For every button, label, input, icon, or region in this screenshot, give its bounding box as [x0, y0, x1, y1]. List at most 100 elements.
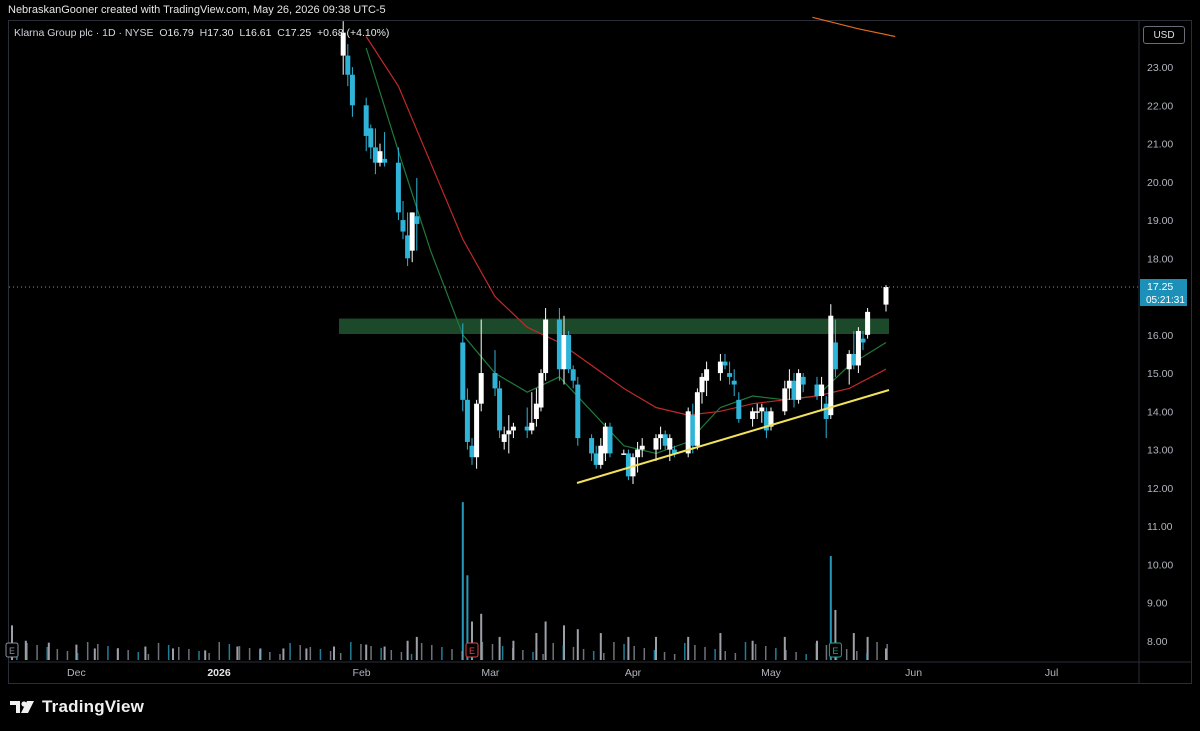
candle[interactable]: [750, 407, 756, 427]
candle[interactable]: [349, 67, 355, 117]
candle[interactable]: [345, 44, 351, 87]
candle[interactable]: [759, 403, 765, 423]
candle[interactable]: [671, 445, 677, 458]
candle[interactable]: [667, 434, 673, 462]
candle[interactable]: [828, 304, 834, 419]
candle[interactable]: [464, 388, 470, 450]
candle-body: [662, 434, 668, 446]
candle[interactable]: [814, 376, 820, 400]
candle[interactable]: [340, 21, 346, 75]
candle[interactable]: [653, 434, 659, 462]
candle[interactable]: [855, 327, 861, 374]
candle[interactable]: [819, 376, 825, 412]
candle[interactable]: [570, 365, 576, 389]
candle[interactable]: [474, 399, 480, 469]
candle[interactable]: [731, 369, 737, 397]
candle[interactable]: [363, 97, 369, 152]
candle[interactable]: [796, 369, 802, 404]
candle[interactable]: [865, 308, 871, 339]
candle[interactable]: [377, 143, 383, 167]
candle[interactable]: [575, 376, 581, 446]
candle[interactable]: [851, 331, 857, 370]
candle[interactable]: [368, 124, 374, 159]
candle[interactable]: [602, 422, 608, 462]
candle[interactable]: [662, 430, 668, 450]
candle[interactable]: [782, 380, 788, 416]
candle[interactable]: [621, 449, 627, 455]
candle[interactable]: [372, 128, 378, 175]
candle[interactable]: [414, 178, 420, 251]
candle[interactable]: [694, 388, 700, 450]
candle[interactable]: [497, 380, 503, 439]
tradingview-logo[interactable]: TradingView: [10, 697, 144, 717]
candle[interactable]: [382, 132, 388, 167]
candle[interactable]: [727, 361, 733, 385]
candle[interactable]: [598, 438, 604, 469]
candle[interactable]: [478, 319, 484, 412]
candle[interactable]: [409, 212, 415, 263]
candle[interactable]: [524, 407, 530, 439]
candle[interactable]: [501, 426, 507, 450]
earnings-marker-box: [828, 642, 842, 658]
candle[interactable]: [593, 445, 599, 469]
moving-average-line-2[interactable]: [365, 36, 887, 416]
candle[interactable]: [786, 369, 792, 400]
candle[interactable]: [635, 441, 641, 473]
candle[interactable]: [625, 449, 631, 481]
candle[interactable]: [607, 422, 613, 458]
price-tick-label: 8.00: [1147, 636, 1168, 648]
candle[interactable]: [529, 392, 535, 435]
candle-body: [883, 287, 889, 305]
candle[interactable]: [763, 407, 769, 439]
candle[interactable]: [768, 407, 774, 431]
currency-button[interactable]: USD: [1143, 26, 1185, 44]
candle[interactable]: [589, 434, 595, 462]
candle[interactable]: [469, 438, 475, 465]
candle[interactable]: [510, 422, 516, 439]
candle-body: [607, 426, 613, 454]
candle[interactable]: [754, 403, 760, 419]
candle[interactable]: [717, 353, 723, 381]
candle[interactable]: [658, 426, 664, 450]
candle[interactable]: [704, 361, 710, 397]
candle[interactable]: [561, 315, 567, 385]
candle[interactable]: [395, 147, 401, 221]
support-trendline[interactable]: [576, 389, 890, 484]
candle[interactable]: [860, 331, 866, 351]
candle[interactable]: [639, 438, 645, 458]
resistance-zone[interactable]: [339, 318, 889, 334]
candle[interactable]: [883, 285, 889, 312]
candle[interactable]: [533, 388, 539, 427]
candle[interactable]: [405, 212, 411, 266]
candle[interactable]: [791, 373, 797, 408]
price-tick-label: 16.00: [1147, 330, 1173, 342]
candle[interactable]: [492, 350, 498, 397]
candle[interactable]: [556, 308, 562, 381]
earnings-marker-2[interactable]: E: [465, 642, 479, 658]
earnings-marker-3[interactable]: E: [828, 642, 842, 658]
candle-body: [566, 334, 572, 370]
candle[interactable]: [699, 373, 705, 404]
candle[interactable]: [506, 415, 512, 454]
candle[interactable]: [832, 319, 838, 377]
candle[interactable]: [690, 403, 696, 454]
candle[interactable]: [460, 323, 466, 412]
moving-average-line-3[interactable]: [812, 16, 896, 38]
candle[interactable]: [543, 308, 549, 381]
candle[interactable]: [823, 396, 829, 439]
candle[interactable]: [538, 369, 544, 412]
candle[interactable]: [722, 353, 728, 370]
moving-average-line-1[interactable]: [365, 47, 887, 455]
candle[interactable]: [400, 200, 406, 240]
volume-bar: [825, 645, 828, 660]
candle[interactable]: [846, 350, 852, 385]
candle[interactable]: [736, 392, 742, 423]
chart-frame[interactable]: [8, 20, 1192, 684]
candle[interactable]: [800, 373, 806, 393]
volume-bar: [137, 652, 140, 660]
candle[interactable]: [566, 331, 572, 374]
candle[interactable]: [630, 453, 636, 484]
candle-body: [575, 384, 581, 439]
earnings-marker-1[interactable]: E: [5, 642, 19, 658]
